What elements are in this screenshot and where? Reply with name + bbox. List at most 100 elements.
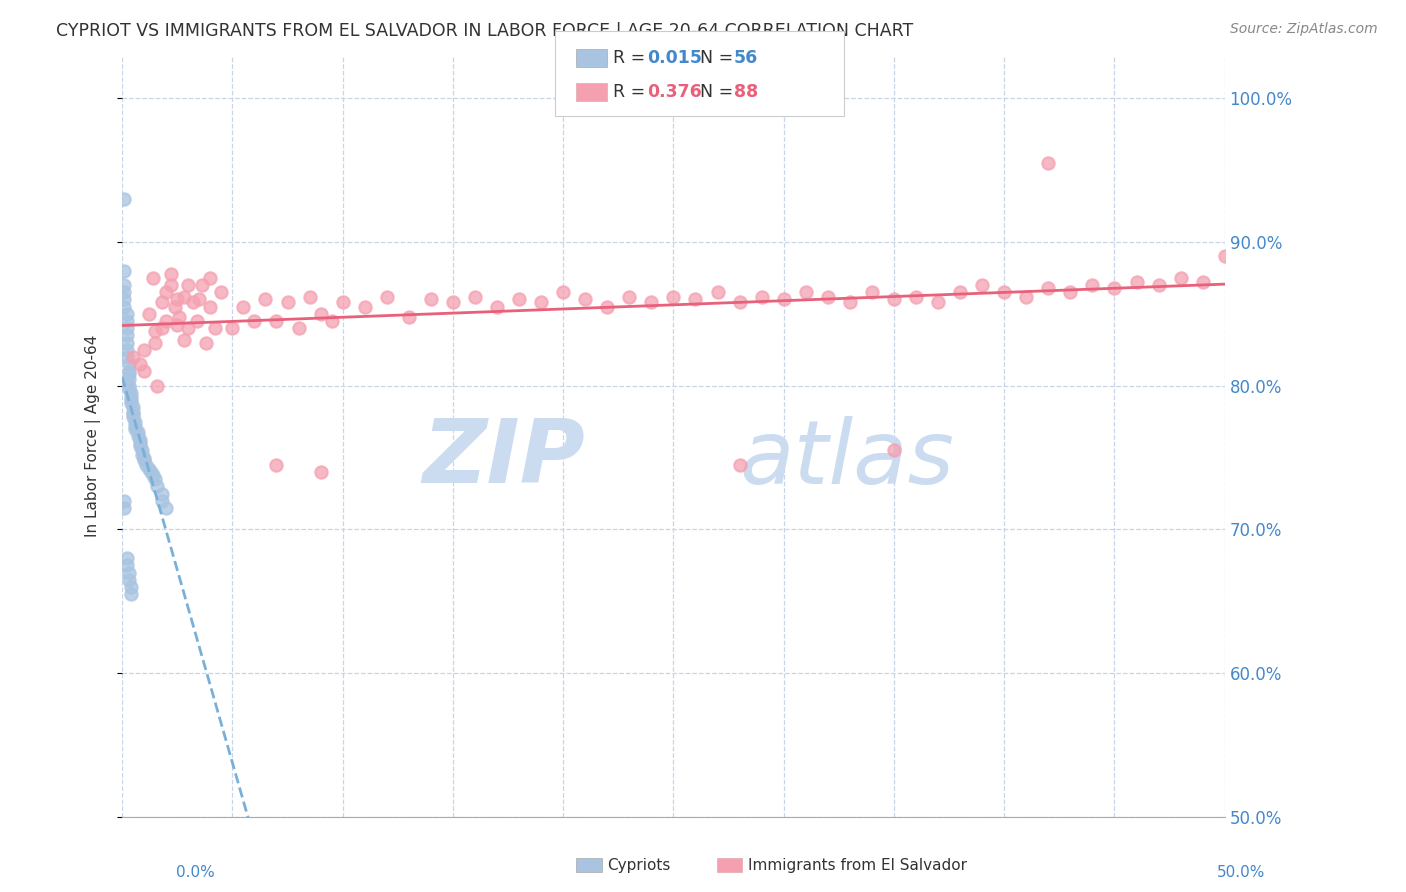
Point bbox=[1081, 278, 1104, 293]
Text: 0.0%: 0.0% bbox=[176, 865, 215, 880]
Point bbox=[120, 580, 142, 594]
Point bbox=[124, 415, 146, 429]
Point bbox=[321, 314, 343, 328]
Point bbox=[254, 293, 277, 307]
Point bbox=[115, 307, 138, 321]
Point bbox=[200, 271, 222, 285]
Text: 56: 56 bbox=[734, 49, 758, 67]
Point bbox=[243, 314, 266, 328]
Point bbox=[115, 350, 138, 364]
Point bbox=[298, 290, 321, 304]
Point bbox=[112, 300, 135, 314]
Point bbox=[332, 295, 354, 310]
Point bbox=[485, 300, 508, 314]
Point bbox=[139, 465, 162, 479]
Point bbox=[143, 324, 166, 338]
Point bbox=[1059, 285, 1081, 300]
Text: N =: N = bbox=[700, 83, 740, 101]
Point bbox=[266, 458, 288, 472]
Point bbox=[118, 357, 141, 371]
Point bbox=[173, 290, 195, 304]
Point bbox=[134, 450, 156, 465]
Point bbox=[838, 295, 860, 310]
Text: Source: ZipAtlas.com: Source: ZipAtlas.com bbox=[1230, 22, 1378, 37]
Text: 50.0%: 50.0% bbox=[1218, 865, 1265, 880]
Point bbox=[128, 436, 150, 450]
Text: CYPRIOT VS IMMIGRANTS FROM EL SALVADOR IN LABOR FORCE | AGE 20-64 CORRELATION CH: CYPRIOT VS IMMIGRANTS FROM EL SALVADOR I… bbox=[56, 22, 914, 40]
Text: N =: N = bbox=[700, 49, 740, 67]
Point bbox=[127, 429, 149, 443]
Point bbox=[122, 401, 145, 415]
Point bbox=[118, 368, 141, 382]
Point bbox=[794, 285, 817, 300]
Point bbox=[150, 493, 173, 508]
Point bbox=[134, 343, 156, 357]
Point bbox=[118, 573, 141, 587]
Point bbox=[122, 350, 145, 364]
Point bbox=[883, 443, 905, 458]
Point bbox=[375, 290, 398, 304]
Point bbox=[142, 467, 165, 482]
Point bbox=[159, 278, 181, 293]
Point bbox=[115, 314, 138, 328]
Point bbox=[150, 321, 173, 335]
Point bbox=[574, 293, 596, 307]
Point bbox=[115, 558, 138, 573]
Point bbox=[190, 278, 212, 293]
Point bbox=[221, 321, 243, 335]
Point bbox=[115, 343, 138, 357]
Point bbox=[146, 378, 169, 392]
Point bbox=[1191, 275, 1213, 289]
Point bbox=[118, 378, 141, 392]
Point bbox=[112, 285, 135, 300]
Point bbox=[1170, 271, 1192, 285]
Y-axis label: In Labor Force | Age 20-64: In Labor Force | Age 20-64 bbox=[86, 334, 101, 537]
Point bbox=[553, 285, 575, 300]
Point bbox=[112, 264, 135, 278]
Text: ZIP: ZIP bbox=[422, 416, 585, 502]
Point bbox=[169, 310, 191, 324]
Point bbox=[120, 393, 142, 408]
Point bbox=[118, 382, 141, 396]
Point bbox=[1015, 290, 1038, 304]
Point bbox=[728, 458, 751, 472]
Point bbox=[1038, 281, 1060, 295]
Point bbox=[188, 293, 211, 307]
Point bbox=[134, 364, 156, 378]
Point bbox=[276, 295, 298, 310]
Point bbox=[1125, 275, 1147, 289]
Text: Cypriots: Cypriots bbox=[607, 858, 671, 872]
Point bbox=[118, 566, 141, 580]
Point bbox=[287, 321, 309, 335]
Point bbox=[122, 404, 145, 418]
Point bbox=[1038, 156, 1060, 170]
Point bbox=[138, 307, 160, 321]
Point bbox=[266, 314, 288, 328]
Point bbox=[155, 314, 177, 328]
Point bbox=[883, 293, 905, 307]
Text: atlas: atlas bbox=[740, 416, 955, 502]
Point bbox=[772, 293, 794, 307]
Point bbox=[120, 385, 142, 400]
Point bbox=[685, 293, 707, 307]
Point bbox=[115, 335, 138, 350]
Point bbox=[177, 278, 200, 293]
Point bbox=[112, 293, 135, 307]
Point bbox=[118, 371, 141, 385]
Text: 0.376: 0.376 bbox=[647, 83, 702, 101]
Text: Immigrants from El Salvador: Immigrants from El Salvador bbox=[748, 858, 967, 872]
Point bbox=[131, 448, 153, 462]
Point bbox=[904, 290, 927, 304]
Point bbox=[662, 290, 685, 304]
Point bbox=[706, 285, 728, 300]
Point bbox=[112, 192, 135, 206]
Point bbox=[993, 285, 1015, 300]
Point bbox=[142, 271, 165, 285]
Point bbox=[165, 300, 187, 314]
Point bbox=[120, 587, 142, 601]
Point bbox=[419, 293, 441, 307]
Point bbox=[122, 408, 145, 422]
Point bbox=[927, 295, 949, 310]
Point bbox=[112, 500, 135, 515]
Point bbox=[640, 295, 662, 310]
